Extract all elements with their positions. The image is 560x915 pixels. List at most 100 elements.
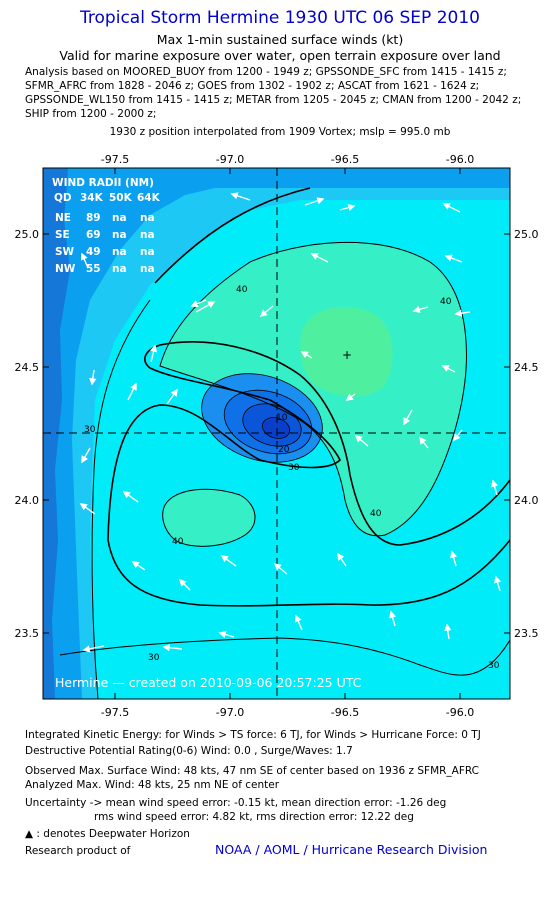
wind-radii-cell: na [140, 246, 155, 258]
wind-arrow [81, 447, 91, 464]
latitude-label-right: 24.0 [514, 494, 539, 507]
wind-arrow [450, 550, 458, 567]
wind-arrow [441, 365, 456, 373]
uncertainty-line: Uncertainty -> mean wind speed error: -0… [25, 797, 447, 809]
wind-radii-table: WIND RADII (NM) QD 34K 50K 64K NE 89 na na S… [52, 177, 161, 275]
wind-arrow [259, 305, 274, 318]
wind-arrow [294, 614, 303, 631]
latitude-label-right: 24.5 [514, 361, 539, 374]
wind-arrow [150, 344, 158, 363]
longitude-label-top: -97.5 [101, 153, 129, 166]
contour-30-core [107, 341, 510, 546]
wind-arrow [89, 369, 97, 386]
wind-arrow [230, 192, 251, 201]
wind-arrow [162, 644, 183, 652]
contour-label: 40 [370, 509, 382, 519]
rms-line: rms wind speed error: 4.82 kt, rms direc… [94, 811, 414, 823]
wind-radii-cell: 49 [86, 246, 101, 258]
contour-40-southwest [162, 488, 256, 547]
wind-radii-header: 50K [109, 192, 133, 204]
wind-radii-cell: 69 [86, 229, 101, 241]
wind-arrow [304, 197, 325, 206]
wind-radii-cell: NE [55, 212, 71, 224]
wind-radii-cell: SE [55, 229, 70, 241]
latitude-label-left: 23.5 [15, 627, 40, 640]
observed-max-line: Observed Max. Surface Wind: 48 kts, 47 n… [25, 765, 480, 777]
deepwater-legend: ▲ : denotes Deepwater Horizon [25, 828, 190, 840]
contour-30-north [154, 187, 311, 284]
analyzed-max-line: Analyzed Max. Wind: 48 kts, 25 nm NE of … [25, 779, 280, 791]
wind-arrow [79, 503, 96, 515]
wind-arrow [218, 631, 235, 639]
wind-band-45kt-core [300, 306, 393, 397]
wind-radii-cell: na [112, 246, 127, 258]
research-label: Research product of [25, 845, 131, 857]
wind-radii-cell: na [112, 212, 127, 224]
wind-arrow [178, 578, 191, 591]
plot-frame [42, 167, 511, 700]
wind-arrow [442, 203, 461, 213]
axis-ticks: -97.5 -97.5 -97.0 -97.0 -96.5 -96.5 -96.0 -96.0… [15, 153, 539, 719]
wind-arrow [403, 409, 413, 426]
contour-30-bottom [59, 637, 510, 676]
contour-label: 40 [172, 537, 184, 547]
wind-radii-cell: na [140, 212, 155, 224]
wind-arrow [300, 351, 313, 359]
longitude-label-bottom: -97.5 [101, 706, 129, 719]
wind-arrow [345, 393, 356, 401]
longitude-label-bottom: -97.0 [216, 706, 244, 719]
latitude-label-left: 24.5 [15, 361, 40, 374]
wind-arrow [419, 436, 429, 449]
wind-arrow [220, 555, 237, 567]
wind-arrow [82, 645, 105, 653]
wind-arrow [389, 610, 397, 627]
wind-radii-header: QD [54, 192, 72, 204]
wind-radii-cell: 89 [86, 212, 101, 224]
wind-field [43, 168, 510, 699]
longitude-label-top: -96.0 [446, 153, 474, 166]
wind-band-40kt-southwest [162, 489, 256, 547]
wind-arrow [412, 305, 429, 313]
contour-label: 10 [276, 413, 288, 423]
longitude-label-bottom: -96.5 [331, 706, 359, 719]
contour-labels: 40 40 40 40 30 30 30 30 20 10 [84, 285, 500, 671]
wind-arrow [339, 204, 356, 212]
wind-arrow [337, 552, 347, 567]
analysis-line-4: SHIP from 1200 - 2000 z; [25, 108, 157, 120]
wind-arrow [491, 479, 499, 496]
wind-arrow [131, 561, 146, 571]
wind-arrow [494, 575, 502, 592]
wind-arrow [166, 388, 178, 405]
contour-label: 40 [236, 285, 248, 295]
dpr-line: Destructive Potential Rating(0-6) Wind: … [25, 745, 353, 757]
wind-arrow [127, 382, 137, 401]
wind-radii-cell: na [140, 229, 155, 241]
wind-arrow [310, 253, 329, 263]
wind-arrow [354, 434, 369, 447]
contour-40-northeast [159, 241, 467, 537]
wind-radii-cell: na [112, 263, 127, 275]
wind-arrow [453, 429, 463, 442]
contour-lines [59, 187, 510, 699]
analysis-line-3: GPSSONDE_WL150 from 1415 - 1415 z; METAR… [25, 94, 522, 106]
wind-arrow [190, 299, 207, 308]
contour-label: 40 [440, 297, 452, 307]
longitude-label-top: -96.5 [331, 153, 359, 166]
wind-vectors [79, 192, 502, 653]
contour-label: 20 [278, 445, 290, 455]
contour-30-south [107, 539, 510, 607]
wind-analysis-map: + 40 40 40 40 30 30 30 30 20 10 WIND RAD… [15, 153, 539, 719]
map-title: Tropical Storm Hermine 1930 UTC 06 SEP 2… [80, 8, 480, 28]
wind-radii-cell: 55 [86, 263, 101, 275]
hrd-link[interactable]: NOAA / AOML / Hurricane Research Divisio… [215, 842, 488, 857]
contour-30-west [91, 299, 151, 699]
wind-arrow [454, 309, 471, 317]
longitude-label-bottom: -96.0 [446, 706, 474, 719]
validity-note: Valid for marine exposure over water, op… [59, 48, 501, 63]
longitude-label-top: -97.0 [216, 153, 244, 166]
wind-arrow [122, 491, 139, 503]
analysis-line-1: Analysis based on MOORED_BUOY from 1200 … [25, 66, 507, 78]
max-wind-marker: + [342, 348, 352, 362]
map-subtitle: Max 1-min sustained surface winds (kt) [156, 32, 404, 47]
contour-label: 30 [488, 661, 500, 671]
